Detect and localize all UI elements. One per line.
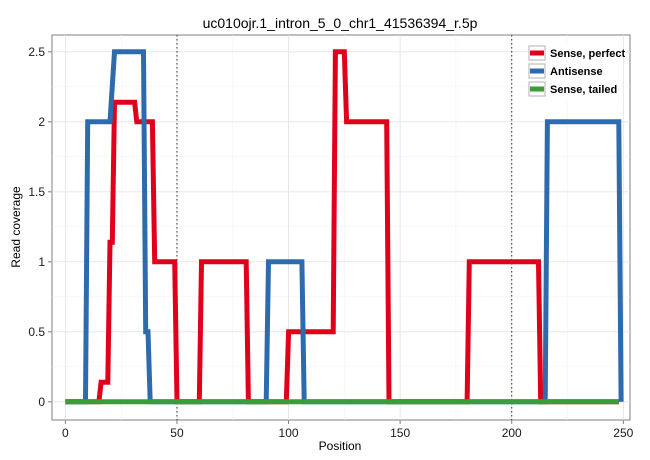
y-tick-label: 1	[38, 255, 45, 269]
legend-label: Antisense	[550, 66, 603, 78]
y-axis-ticks: 0 0.5 1 1.5 2 2.5	[28, 45, 52, 409]
chart-title: uc010ojr.1_intron_5_0_chr1_41536394_r.5p	[203, 15, 478, 31]
x-tick-label: 0	[62, 426, 69, 440]
y-axis-title: Read coverage	[9, 186, 23, 268]
x-axis-title: Position	[319, 439, 362, 453]
y-tick-label: 0	[38, 395, 45, 409]
legend-label: Sense, tailed	[550, 84, 617, 96]
x-tick-label: 100	[279, 426, 299, 440]
legend-label: Sense, perfect	[550, 48, 626, 60]
series-lines	[65, 49, 624, 405]
x-tick-label: 250	[613, 426, 633, 440]
y-tick-label: 1.5	[28, 185, 45, 199]
y-tick-label: 0.5	[28, 325, 45, 339]
x-tick-label: 150	[390, 426, 410, 440]
x-tick-label: 200	[502, 426, 522, 440]
y-tick-label: 2.5	[28, 45, 45, 59]
legend: Sense, perfect Antisense Sense, tailed	[528, 42, 626, 102]
x-tick-label: 50	[170, 426, 184, 440]
x-axis-ticks: 0 50 100 150 200 250	[62, 420, 634, 440]
y-tick-label: 2	[38, 115, 45, 129]
